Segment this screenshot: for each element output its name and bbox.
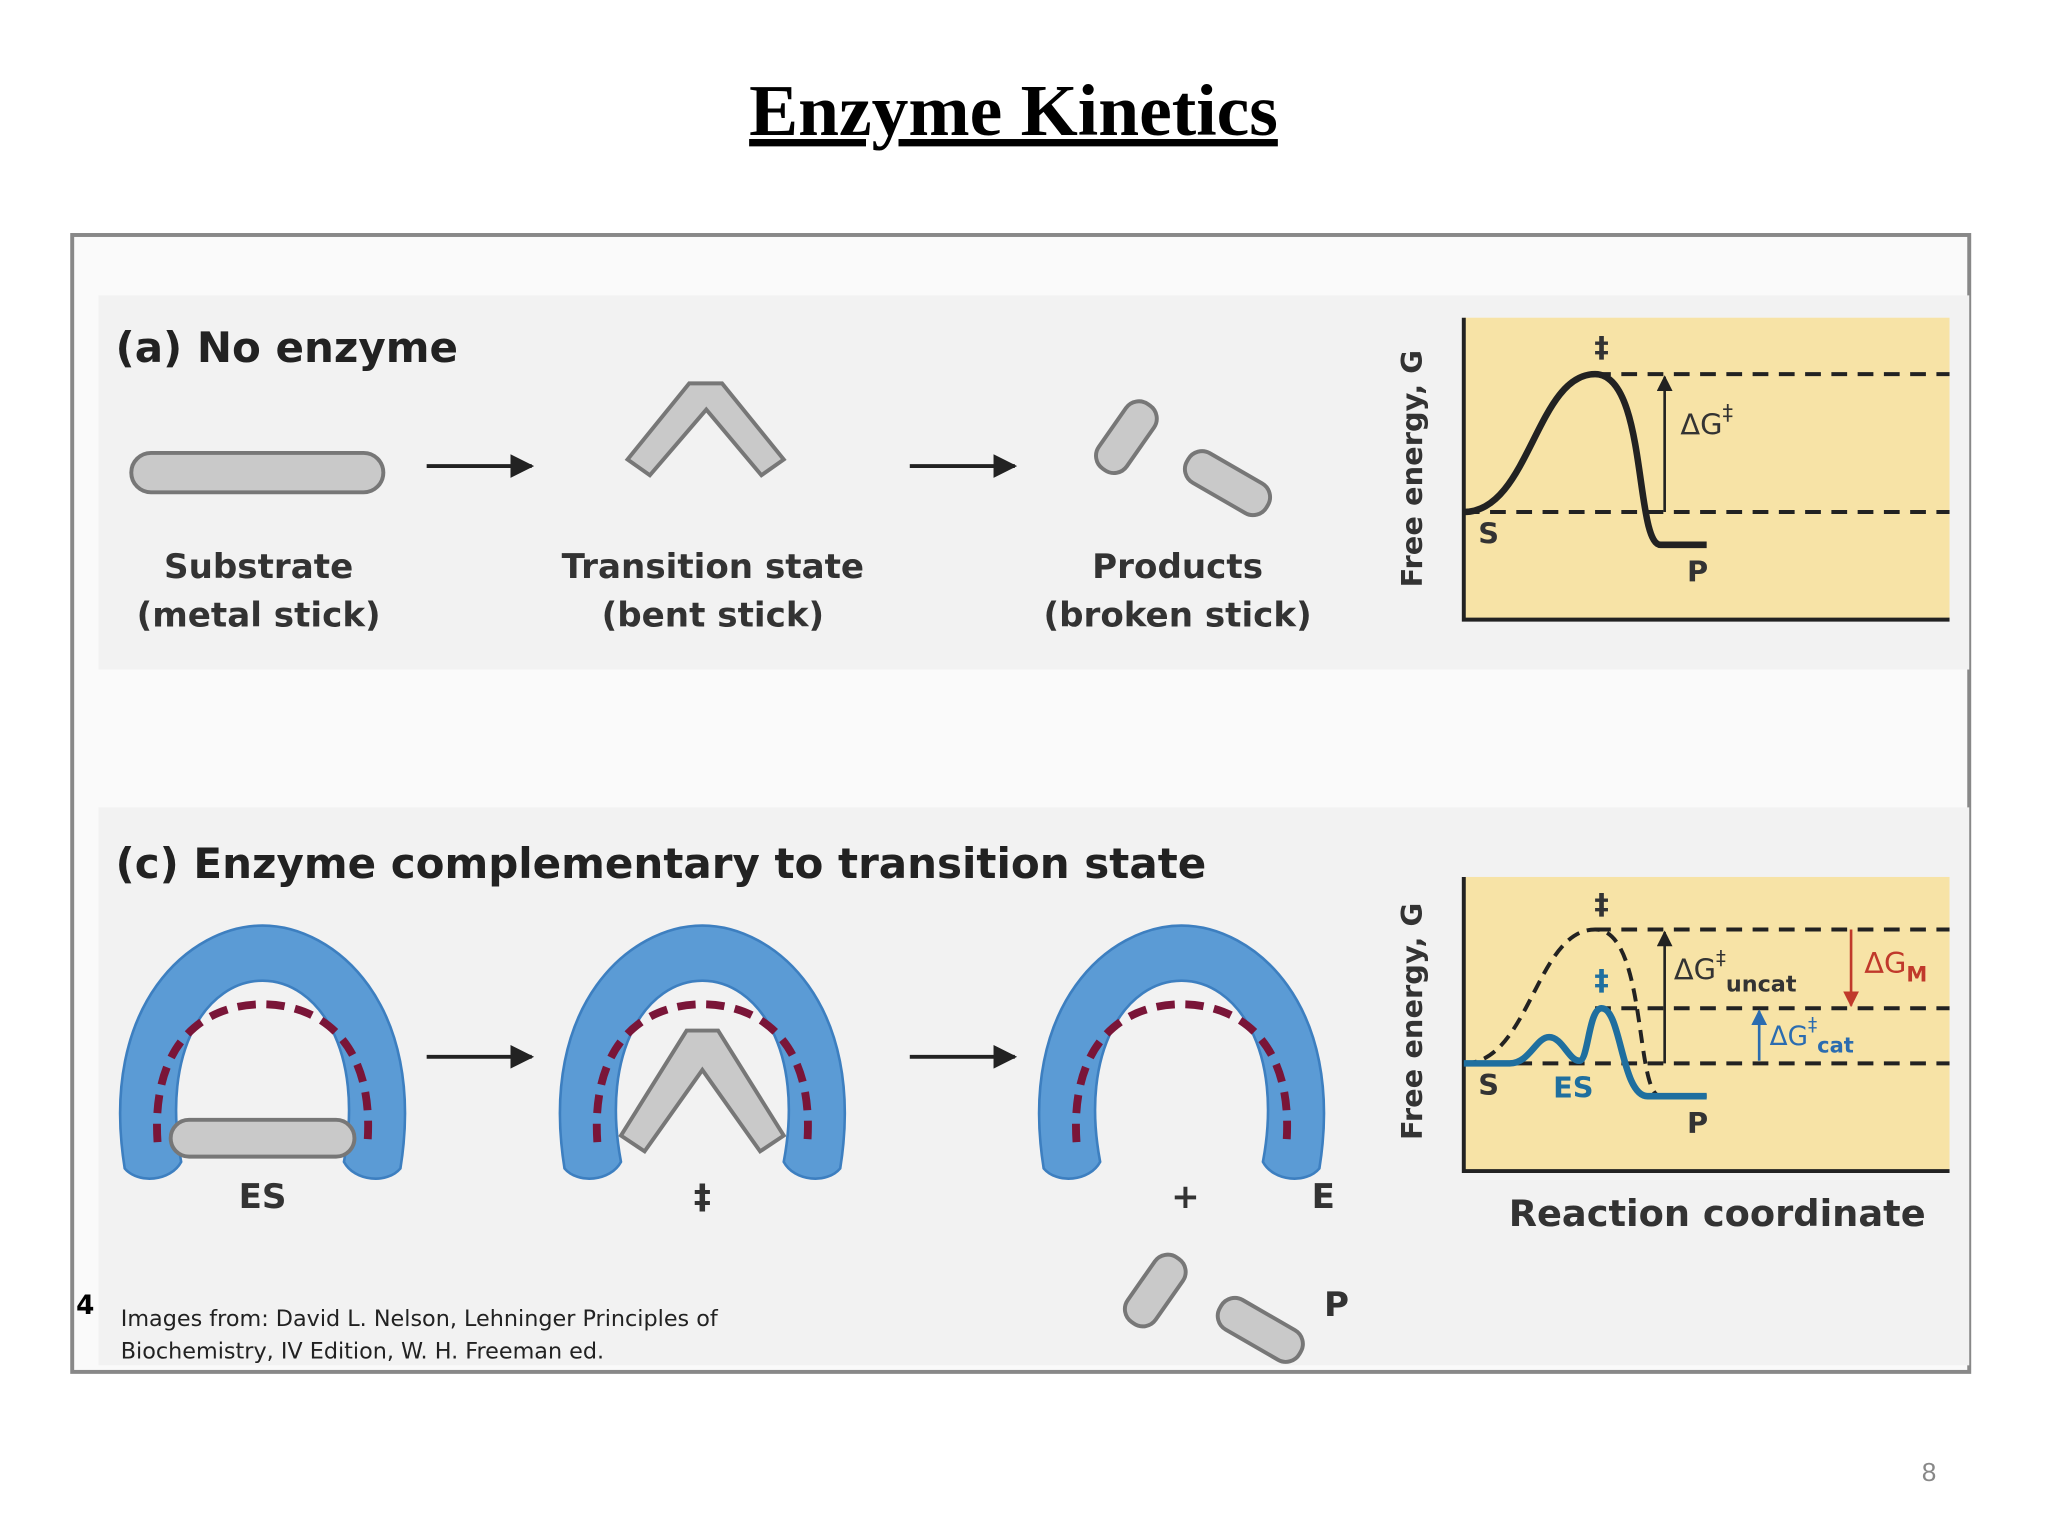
substrate-stick xyxy=(129,450,386,495)
ts-label: ‡ xyxy=(694,1177,711,1217)
graph-c-bg xyxy=(1463,876,1950,1172)
enzyme-label: E xyxy=(1312,1177,1335,1217)
end-label: P xyxy=(1687,555,1708,589)
slide-title: Enzyme Kinetics xyxy=(749,69,1278,151)
sup: ‡ xyxy=(1723,401,1734,425)
product-piece xyxy=(1094,399,1159,476)
panel-a-heading: (a) No enzyme xyxy=(116,323,458,372)
step-note: (metal stick) xyxy=(137,596,381,636)
step-note: (broken stick) xyxy=(1043,596,1311,636)
bent-stick xyxy=(624,381,787,478)
uncatalyzed-curve xyxy=(1463,927,1707,1099)
barrier-label: ΔG‡ xyxy=(1680,401,1733,442)
graph-a-axes xyxy=(1461,317,1950,622)
footnote-number: 4 xyxy=(76,1291,94,1321)
y-axis-label: Free energy, G xyxy=(1395,350,1429,587)
plus-label: + xyxy=(1171,1177,1200,1217)
product-label: P xyxy=(1324,1285,1349,1325)
start-label: S xyxy=(1478,1068,1499,1102)
intermediate-label: ES xyxy=(1553,1071,1594,1105)
sub: uncat xyxy=(1726,971,1797,997)
symbol: ΔG xyxy=(1680,408,1722,442)
cat-label: ΔG‡cat xyxy=(1770,1014,1854,1057)
symbol: ΔG xyxy=(1770,1022,1808,1052)
step-name: Transition state xyxy=(562,547,864,587)
sub: cat xyxy=(1817,1033,1854,1057)
cat-ts-mark: ‡ xyxy=(1594,963,1608,997)
graph-a-bg xyxy=(1463,317,1950,620)
uncat-ts-mark: ‡ xyxy=(1594,887,1608,921)
sup: ‡ xyxy=(1716,946,1726,969)
product-piece xyxy=(1215,1295,1305,1364)
es-label: ES xyxy=(239,1177,287,1217)
y-axis-label: Free energy, G xyxy=(1395,903,1429,1140)
symbol: ΔG xyxy=(1674,952,1716,986)
panel-c-heading: (c) Enzyme complementary to transition s… xyxy=(116,839,1207,888)
citation-line: Biochemistry, IV Edition, W. H. Freeman … xyxy=(121,1339,604,1365)
graph-c-axes xyxy=(1461,876,1950,1174)
step-name: Products xyxy=(1092,547,1263,587)
symbol: ΔG xyxy=(1864,946,1906,980)
step-name: Substrate xyxy=(164,547,353,587)
end-label: P xyxy=(1687,1106,1708,1140)
catalyzed-curve xyxy=(1463,1004,1707,1100)
energy-curve xyxy=(1463,370,1707,549)
enzyme-es xyxy=(120,926,405,1179)
product-piece xyxy=(1122,1252,1188,1329)
page-number: 8 xyxy=(1922,1457,1937,1487)
citation-line: Images from: David L. Nelson, Lehninger … xyxy=(121,1306,719,1332)
start-label: S xyxy=(1478,517,1499,551)
sub: M xyxy=(1906,962,1927,986)
product-piece xyxy=(1182,449,1273,518)
enzyme-ts xyxy=(560,926,845,1179)
ts-mark: ‡ xyxy=(1594,330,1608,364)
uncat-label: ΔG‡uncat xyxy=(1674,946,1797,997)
x-axis-label: Reaction coordinate xyxy=(1509,1192,1926,1235)
sup: ‡ xyxy=(1808,1014,1817,1035)
step-note: (bent stick) xyxy=(602,596,824,636)
binding-label: ΔGM xyxy=(1864,946,1927,987)
